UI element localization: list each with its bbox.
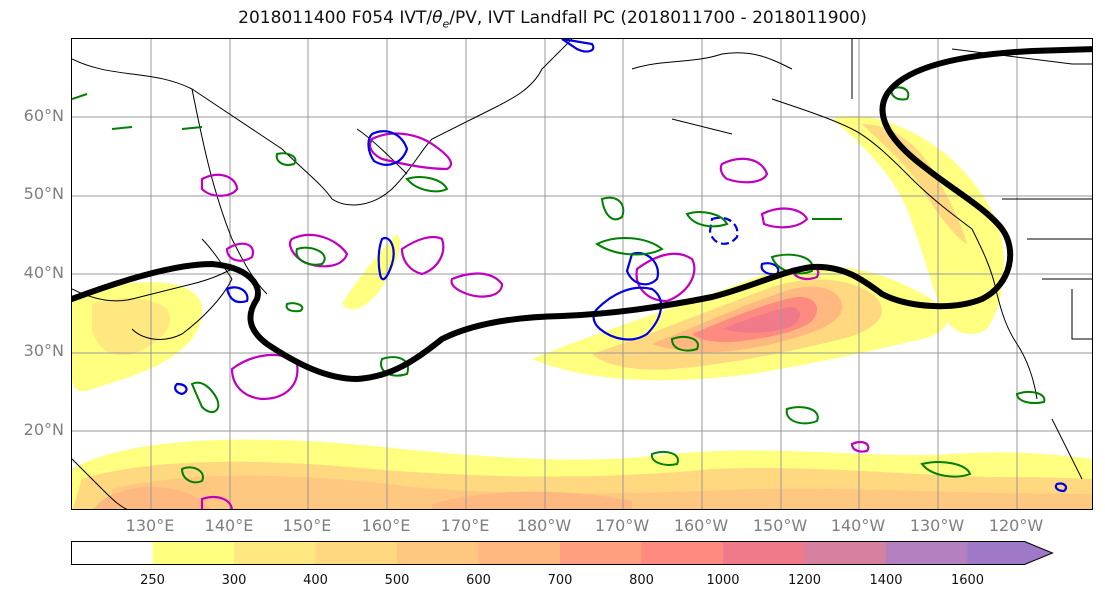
lon-label-160e: 160°E (361, 516, 411, 535)
lon-label-170e: 170°E (440, 516, 490, 535)
colorbar-outline (71, 541, 1054, 565)
colorbar-segment (315, 541, 398, 565)
lat-label-50n: 50°N (23, 184, 64, 203)
lon-label-180w: 180°W (516, 516, 572, 535)
lon-label-120w: 120°W (988, 516, 1044, 535)
colorbar-tick-label: 1600 (950, 573, 985, 588)
lon-label-150e: 150°E (282, 516, 332, 535)
colorbar-tick-label: 1200 (787, 573, 822, 588)
colorbar-segment (967, 541, 1053, 565)
minor-contours (72, 86, 1046, 484)
figure-title: 2018011400 F054 IVT/θe/PV, IVT Landfall … (238, 8, 867, 31)
lon-label-170w: 170°W (594, 516, 650, 535)
lon-label-150w: 150°W (752, 516, 808, 535)
colorbar-tick-label: 500 (384, 573, 410, 588)
pv-contours (200, 132, 870, 509)
colorbar-segment (152, 541, 235, 565)
colorbar-segment (886, 541, 968, 565)
colorbar-tick-label: 800 (629, 573, 654, 588)
map-panel (71, 38, 1093, 510)
colorbar-segment (723, 541, 805, 565)
lon-label-160w: 160°W (673, 516, 729, 535)
colorbar-tick-label: 300 (221, 573, 247, 588)
colorbar-segment (397, 541, 479, 565)
graticule (72, 39, 1092, 509)
lat-label-60n: 60°N (23, 106, 64, 125)
colorbar-segment (804, 541, 887, 565)
colorbar-tick-label: 1400 (869, 573, 903, 588)
colorbar-tick-label: 400 (303, 573, 328, 588)
lon-label-140e: 140°E (204, 516, 254, 535)
colorbar-segment (234, 541, 316, 565)
colorbar-segment (71, 541, 153, 565)
colorbar-segment (641, 541, 724, 565)
lat-label-30n: 30°N (23, 341, 64, 360)
colorbar-tick-label: 700 (547, 573, 573, 588)
ivt-shading (72, 115, 1092, 509)
lat-label-40n: 40°N (23, 263, 64, 282)
colorbar-tick-label: 600 (466, 573, 491, 588)
pc-line (72, 46, 1092, 383)
lon-label-140w: 140°W (830, 516, 886, 535)
lon-label-130e: 130°E (125, 516, 175, 535)
colorbar-segment (560, 541, 642, 565)
map-canvas (72, 39, 1092, 509)
colorbar-tick-label: 1000 (706, 573, 740, 588)
lat-label-20n: 20°N (23, 420, 64, 439)
colorbar-tick-label: 250 (140, 573, 165, 588)
colorbar (71, 541, 1054, 565)
coastlines (72, 39, 1092, 509)
lon-label-130w: 130°W (909, 516, 965, 535)
colorbar-segment (478, 541, 561, 565)
